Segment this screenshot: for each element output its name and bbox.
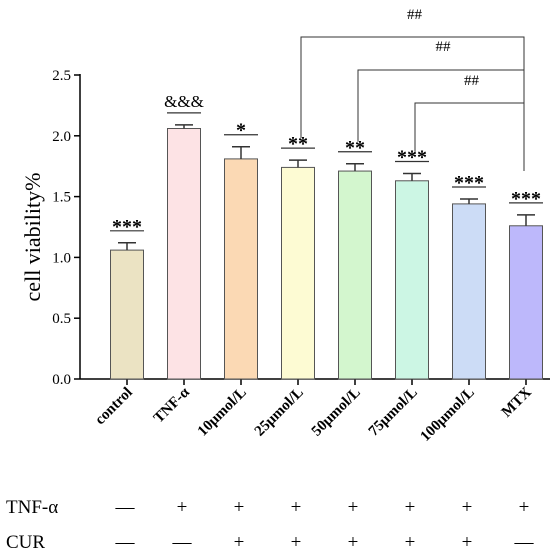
treatment-sign: — [115,532,136,553]
x-tick-label: 10μmol/L [195,385,250,440]
data-label: *** [454,172,484,194]
y-tick-label: 2.0 [52,129,71,145]
treatment-sign: + [177,497,188,518]
x-tick-label: 100μmol/L [417,385,477,445]
treatment-row-label: CUR [6,532,45,553]
treatment-sign: — [115,497,136,518]
x-tick-label: 75μmol/L [366,385,421,440]
data-label: *** [112,216,142,238]
bar [281,166,315,380]
comparison-label: ## [436,39,452,55]
bars [110,124,543,380]
treatment-sign: + [519,497,530,518]
comparison-bracket [414,102,525,171]
treatment-rows: TNF-α — + + + + + + + CUR — — + + + + + — [6,497,535,553]
y-tick-label: 1.5 [52,190,71,206]
data-label: *** [511,188,541,210]
data-label: &&& [164,92,204,111]
treatment-sign: — [172,532,193,553]
comparison-label: ## [464,73,480,89]
treatment-sign: — [514,532,535,553]
y-tick-label: 0.0 [52,372,71,388]
bar [338,170,372,380]
treatment-sign: + [462,497,473,518]
x-tick-label: 25μmol/L [252,385,307,440]
comparison-label: ## [407,7,423,23]
treatment-sign: + [348,497,359,518]
axes: 0.0 0.5 1.0 1.5 2.0 2.5 cell viability% [20,68,550,388]
bar [509,225,543,380]
data-label: * [236,120,246,142]
treatment-sign: + [234,497,245,518]
bar [452,203,486,380]
treatment-sign: + [462,532,473,553]
data-label: ** [288,133,308,155]
treatment-sign: + [405,497,416,518]
treatment-sign: + [291,497,302,518]
data-label: *** [397,146,427,168]
treatment-sign: + [348,532,359,553]
bar [224,158,258,380]
y-tick-label: 1.0 [52,250,71,266]
bar [167,128,201,380]
x-tick-label: TNF-α [151,384,193,426]
x-tick-label: control [92,385,136,429]
x-tick-label: MTX [499,384,535,420]
treatment-row-label: TNF-α [6,497,58,518]
x-tick-label: 50μmol/L [309,385,364,440]
y-axis-title: cell viability% [20,173,45,302]
comparison-bracket [357,69,525,171]
treatment-sign: + [291,532,302,553]
treatment-sign: + [234,532,245,553]
bar [110,249,144,380]
data-label: ** [345,137,365,159]
y-tick-label: 2.5 [52,68,71,84]
treatment-sign: + [405,532,416,553]
y-tick-label: 0.5 [52,311,71,327]
bar [395,180,429,380]
